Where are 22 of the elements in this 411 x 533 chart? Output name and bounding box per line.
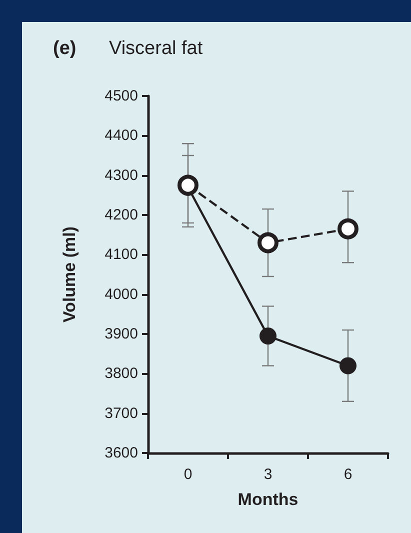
y-tick-label: 4000: [104, 286, 138, 303]
x-tick-label: 6: [344, 466, 352, 483]
y-tick-label: 4100: [104, 246, 138, 264]
y-tick-label: 3900: [104, 326, 138, 342]
y-tick-label: 4300: [104, 166, 138, 184]
y-tick-label: 4400: [104, 127, 138, 144]
point: [340, 357, 356, 374]
chart-subtitle: Visceral fat: [109, 38, 204, 59]
point: [258, 232, 278, 254]
x-axis-title: Months: [238, 490, 298, 509]
x-tick-label: 3: [264, 466, 272, 483]
y-tick-label: 4200: [104, 206, 138, 224]
x-tick-label: 0: [184, 466, 192, 483]
y-tick-label: 4500: [104, 88, 138, 104]
point: [178, 174, 198, 196]
point: [260, 327, 276, 344]
chart-title: (e): [53, 38, 76, 59]
y-tick-label: 3800: [104, 365, 138, 382]
y-tick-label: 3700: [104, 404, 138, 422]
y-axis-title: Volume (ml): [60, 226, 79, 323]
y-tick-label: 3600: [104, 444, 138, 462]
point: [338, 218, 358, 240]
